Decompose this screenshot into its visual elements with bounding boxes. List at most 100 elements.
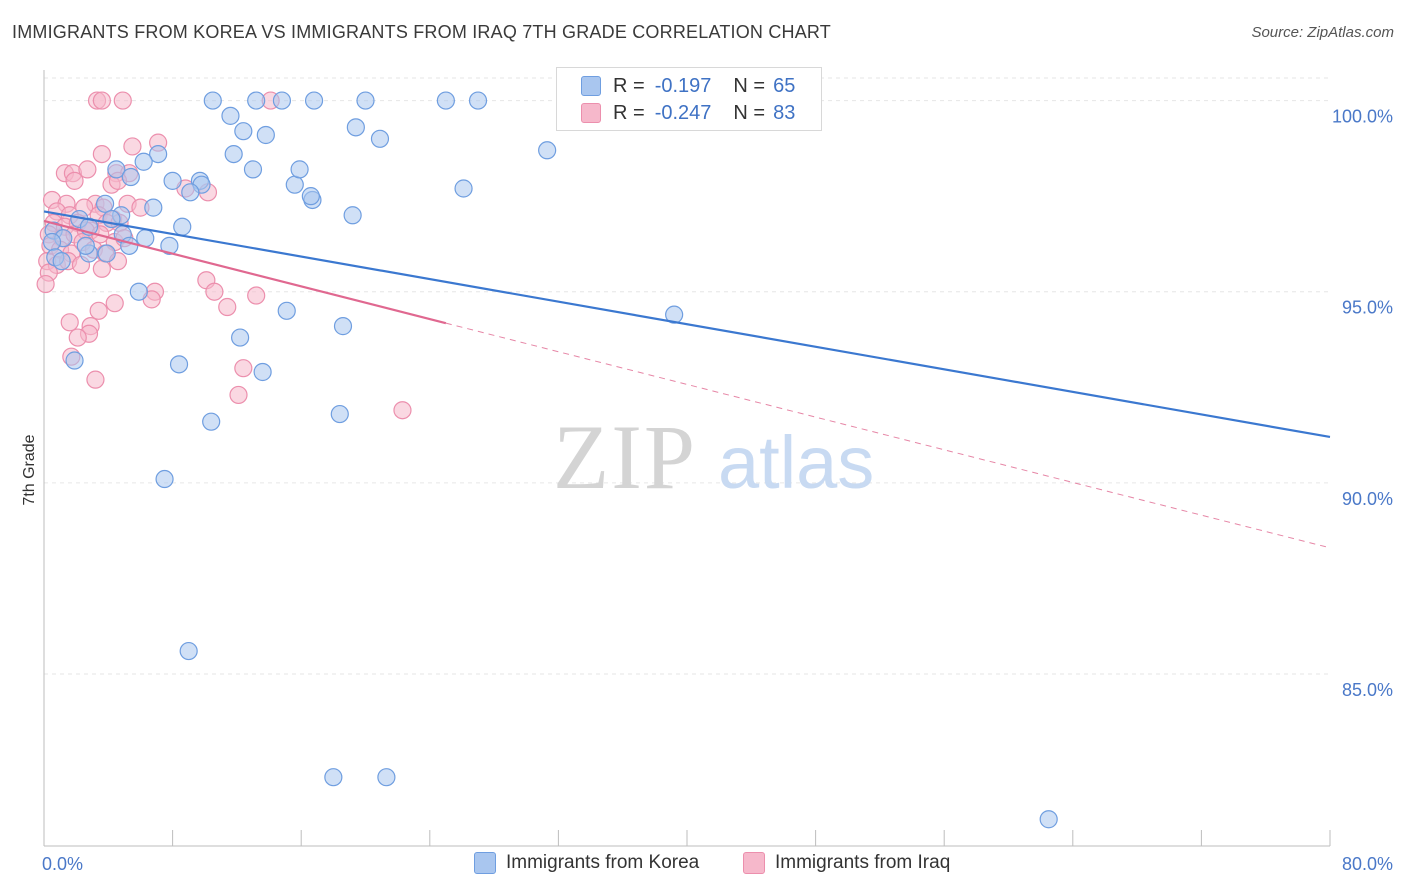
korea-point xyxy=(97,244,116,263)
korea-trend-line xyxy=(43,210,1331,439)
korea-n-value: 65 xyxy=(773,74,796,97)
watermark-atlas: atlas xyxy=(718,421,874,504)
iraq-n-value: 83 xyxy=(773,101,796,124)
korea-point xyxy=(272,91,292,110)
korea-point xyxy=(221,106,240,125)
legend-iraq-label: Immigrants from Iraq xyxy=(775,852,951,873)
korea-r-value: -0.197 xyxy=(654,74,712,97)
y-tick-labels: 100.0% 95.0% 90.0% 85.0% xyxy=(1332,107,1393,700)
korea-point xyxy=(256,125,275,145)
iraq-point xyxy=(92,144,111,164)
korea-point xyxy=(203,91,222,110)
iraq-point xyxy=(92,91,111,110)
iraq-point xyxy=(393,401,412,420)
y-tick-label: 85.0% xyxy=(1342,680,1393,700)
korea-point xyxy=(224,144,243,164)
korea-point xyxy=(129,282,148,301)
korea-point xyxy=(370,129,390,148)
x-tick-label-min: 0.0% xyxy=(42,854,83,874)
iraq-point xyxy=(89,301,108,320)
iraq-swatch-icon xyxy=(581,103,601,123)
korea-point xyxy=(304,91,324,110)
iraq-point xyxy=(60,313,79,332)
iraq-point xyxy=(36,274,55,294)
korea-point xyxy=(277,301,296,320)
korea-point xyxy=(144,198,163,217)
korea-point xyxy=(173,217,192,236)
legend-iraq: Immigrants from Iraq xyxy=(743,852,950,874)
iraq-point xyxy=(92,259,111,278)
korea-point xyxy=(202,412,221,431)
iraq-point xyxy=(205,282,224,301)
korea-point xyxy=(163,171,182,190)
iraq-point xyxy=(68,328,87,347)
korea-point xyxy=(52,252,71,271)
korea-point xyxy=(179,641,198,661)
korea-point xyxy=(134,152,153,171)
chart-title: IMMIGRANTS FROM KOREA VS IMMIGRANTS FROM… xyxy=(12,22,831,42)
korea-point xyxy=(436,91,455,110)
watermark-zip: ZIP xyxy=(553,406,697,508)
iraq-legend-swatch-icon xyxy=(743,852,765,874)
korea-point xyxy=(234,122,253,141)
korea-point xyxy=(253,362,272,382)
korea-point xyxy=(346,118,365,137)
korea-point xyxy=(107,160,126,179)
korea-point xyxy=(538,141,557,160)
source-label: Source: ZipAtlas.com xyxy=(1251,24,1394,41)
legend-row-iraq: R = -0.247 N = 83 xyxy=(581,100,795,126)
korea-point xyxy=(333,317,353,336)
y-tick-label: 95.0% xyxy=(1342,298,1393,318)
korea-points xyxy=(42,91,1058,829)
korea-point xyxy=(1039,810,1058,829)
iraq-r-label: R = xyxy=(613,101,645,124)
korea-point xyxy=(377,768,396,787)
korea-point xyxy=(155,469,174,489)
iraq-point xyxy=(218,297,237,317)
iraq-point xyxy=(234,359,253,378)
korea-point xyxy=(231,328,250,347)
korea-point xyxy=(454,179,473,198)
korea-point xyxy=(76,236,95,255)
y-tick-label: 90.0% xyxy=(1342,489,1393,509)
stats-legend: R = -0.197 N = 65 R = -0.247 N = 83 xyxy=(556,67,822,131)
korea-point xyxy=(42,232,62,252)
watermark: ZIP atlas xyxy=(553,406,874,508)
korea-point xyxy=(247,91,266,110)
iraq-point xyxy=(65,171,84,190)
iraq-point xyxy=(123,137,142,156)
legend-korea: Immigrants from Korea xyxy=(474,852,699,874)
gridlines xyxy=(44,77,1330,675)
korea-point xyxy=(181,183,200,202)
x-tick-labels: 0.0% 80.0% xyxy=(42,854,1393,874)
korea-point xyxy=(169,355,189,374)
iraq-trend-line-dashed xyxy=(445,322,1331,549)
korea-point xyxy=(356,91,375,110)
korea-point xyxy=(243,160,263,179)
korea-point xyxy=(149,144,168,164)
korea-point xyxy=(285,175,304,194)
korea-point xyxy=(468,91,488,110)
iraq-n-label: N = xyxy=(733,101,766,124)
iraq-point xyxy=(247,286,266,305)
iraq-point xyxy=(105,294,124,313)
korea-r-label: R = xyxy=(613,74,645,97)
korea-point xyxy=(160,236,179,255)
korea-point xyxy=(330,404,349,424)
iraq-point xyxy=(78,160,97,179)
korea-legend-swatch-icon xyxy=(474,852,496,874)
korea-point xyxy=(290,160,309,179)
y-tick-label: 100.0% xyxy=(1332,107,1393,127)
series-legend: Immigrants from Korea Immigrants from Ir… xyxy=(0,852,1406,878)
iraq-trend-line xyxy=(43,219,447,325)
x-tick-label-max: 80.0% xyxy=(1342,854,1393,874)
korea-point xyxy=(301,187,320,206)
korea-point xyxy=(65,351,84,370)
iraq-point xyxy=(229,385,248,405)
korea-point xyxy=(665,305,684,324)
korea-n-label: N = xyxy=(733,74,766,97)
trend-lines xyxy=(43,210,1331,549)
korea-point xyxy=(120,236,139,255)
korea-point xyxy=(121,167,140,187)
